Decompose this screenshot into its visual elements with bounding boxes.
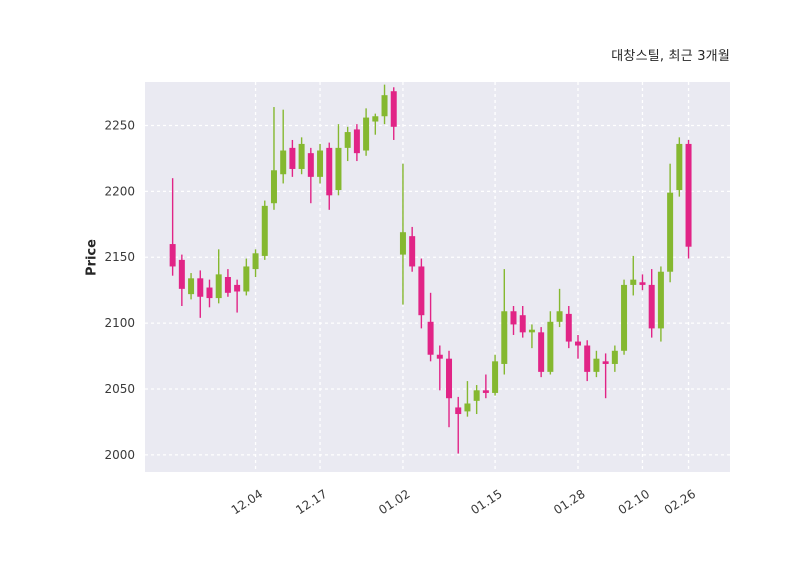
candle-body-down [584,345,591,372]
candle-body-down [224,277,231,293]
y-tick-label: 2200 [104,184,135,198]
candle-body-up [528,329,535,333]
candle-body-up [556,311,563,322]
candle-body-up [547,321,554,372]
candle-body-down [197,278,204,297]
candle-body-down [418,266,425,316]
candle-body-down [178,259,185,289]
candle-body-down [289,147,296,169]
candle-body-up [243,266,250,292]
candle-body-down [409,236,416,267]
candle-body-down [446,358,453,399]
candle-body-up [676,143,683,191]
candle-body-up [298,143,305,169]
candle-body-up [252,253,259,270]
candle-body-up [621,284,628,351]
candle-body-up [593,358,600,372]
candle-body-down [482,390,489,393]
candle-body-down [427,321,434,355]
candle-body-up [280,150,287,175]
y-tick-label: 2000 [104,448,135,462]
candle-body-up [215,274,222,299]
x-tick-label: 01.15 [468,487,504,517]
y-tick-label: 2050 [104,382,135,396]
candle-body-up [317,150,324,177]
candle-body-up [501,311,508,364]
candle-body-up [372,116,379,122]
candle-body-down [510,311,517,325]
x-tick-label: 12.17 [293,487,329,517]
x-tick-label: 01.28 [551,487,587,517]
x-tick-label: 02.26 [662,487,698,517]
candle-body-up [492,361,499,393]
candle-body-up [344,132,351,148]
candle-body-down [602,361,609,364]
candle-body-down [574,341,581,346]
candle-body-down [538,332,545,372]
candle-body-down [685,143,692,247]
x-tick-label: 12.04 [229,487,265,517]
candle-body-up [399,232,406,255]
y-axis-label: Price [84,239,100,276]
candle-body-up [473,390,480,401]
y-tick-label: 2150 [104,250,135,264]
candle-body-up [667,192,674,272]
candle-body-up [657,271,664,329]
candle-body-down [307,153,314,177]
candle-body-down [565,313,572,342]
candle-body-down [169,244,176,267]
candle-body-up [611,350,618,364]
candle-body-down [206,287,213,299]
candle-body-up [335,147,342,191]
candle-body-down [326,147,333,196]
candle-body-down [390,91,397,127]
y-tick-label: 2100 [104,316,135,330]
candle-body-up [464,403,471,412]
candle-body-up [188,278,195,295]
candle-body-down [455,407,462,415]
x-tick-label: 01.02 [376,487,412,517]
y-tick-label: 2250 [104,118,135,132]
candle-body-up [630,279,637,285]
chart-title: 대창스틸, 최근 3개월 [611,49,730,64]
candle-body-up [381,95,388,117]
candle-body-up [261,205,268,256]
candle-body-down [234,284,241,292]
candle-body-up [270,170,277,204]
plot-background [145,82,730,472]
candle-body-down [639,282,646,285]
candle-body-down [436,354,443,359]
candle-body-down [519,315,526,333]
candle-body-down [648,284,655,329]
x-tick-label: 02.10 [616,487,652,517]
candle-body-up [363,117,370,151]
candle-body-down [353,129,360,154]
